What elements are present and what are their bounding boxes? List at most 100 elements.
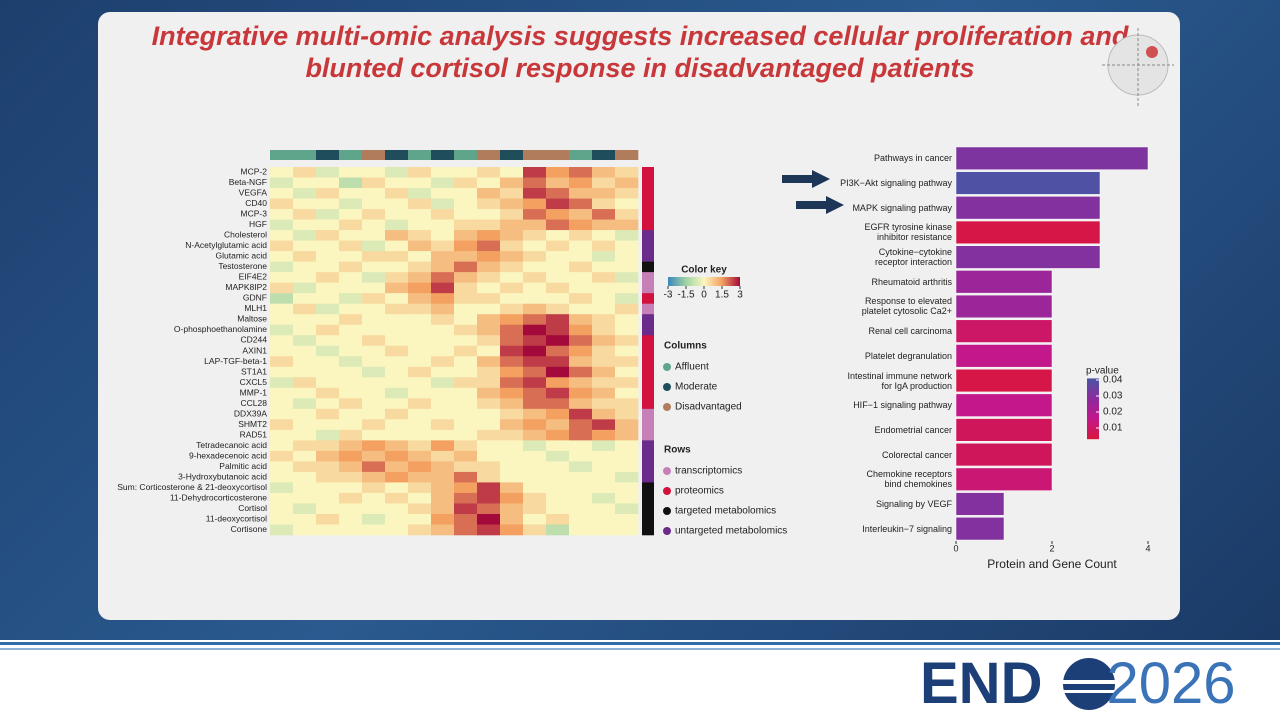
heatmap-cell: [293, 471, 317, 483]
heatmap-cell: [339, 492, 363, 504]
heatmap-cell: [316, 261, 340, 273]
bar-label: Interleukin−7 signaling: [862, 523, 952, 534]
legend-marker: [663, 487, 671, 495]
heatmap-cell: [408, 366, 432, 378]
heatmap-cell: [546, 303, 570, 315]
heatmap-cell: [523, 209, 547, 220]
heatmap-cell: [431, 230, 455, 241]
heatmap-cell: [477, 219, 501, 231]
heatmap-cell: [454, 450, 478, 462]
row-label: Cortisone: [231, 524, 268, 534]
heatmap-cell: [385, 240, 409, 252]
heatmap-cell: [270, 398, 294, 410]
heatmap-cell: [477, 524, 501, 536]
heatmap-cell: [615, 377, 639, 389]
heatmap-cell: [592, 419, 616, 431]
heatmap-cell: [270, 440, 294, 452]
heatmap-cell: [546, 398, 570, 410]
heatmap-cell: [477, 272, 501, 283]
heatmap-cell: [500, 366, 524, 378]
heatmap-cell: [270, 324, 294, 336]
heatmap-cell: [316, 513, 340, 525]
heatmap-cell: [293, 188, 317, 199]
heatmap-cell: [270, 282, 294, 294]
heatmap-cell: [592, 482, 616, 494]
heatmap-cell: [523, 261, 547, 273]
heatmap-cell: [339, 230, 363, 241]
heatmap-cell: [523, 177, 547, 189]
row-annotation: [642, 345, 654, 357]
heatmap-cell: [615, 398, 639, 410]
row-annotation: [642, 303, 654, 315]
heatmap-cell: [454, 251, 478, 262]
heatmap-cell: [316, 167, 340, 178]
row-annotation: [642, 450, 654, 462]
heatmap-cell: [569, 209, 593, 220]
heatmap-cell: [316, 356, 340, 368]
heatmap-cell: [385, 492, 409, 504]
heatmap-cell: [431, 177, 455, 189]
heatmap-cell: [431, 450, 455, 462]
heatmap-cell: [408, 513, 432, 525]
heatmap-cell: [385, 377, 409, 389]
heatmap-cell: [615, 324, 639, 336]
heatmap-cell: [500, 261, 524, 273]
heatmap-cell: [569, 335, 593, 347]
heatmap-cell: [293, 219, 317, 231]
heatmap-cell: [523, 440, 547, 452]
heatmap-cell: [615, 387, 639, 399]
row-label: AXIN1: [242, 345, 267, 355]
heatmap-cell: [523, 356, 547, 368]
row-label: HGF: [249, 219, 267, 229]
heatmap-cell: [546, 461, 570, 473]
heatmap-cell: [408, 450, 432, 462]
heatmap-cell: [270, 387, 294, 399]
heatmap-cell: [293, 177, 317, 189]
heatmap-cell: [339, 272, 363, 283]
heatmap-cell: [569, 440, 593, 452]
row-annotation: [642, 230, 654, 241]
heatmap-cell: [523, 387, 547, 399]
heatmap-cell: [270, 198, 294, 210]
heatmap-cell: [500, 198, 524, 210]
heatmap-cell: [500, 282, 524, 294]
heatmap-cell: [523, 314, 547, 326]
tick-label: 1.5: [715, 290, 729, 301]
bar-label: Endometrial cancer: [874, 424, 952, 435]
heatmap-cell: [431, 377, 455, 389]
heatmap-cell: [431, 398, 455, 410]
bar-label: Renal cell carcinoma: [868, 326, 952, 337]
heatmap-cell: [362, 471, 386, 483]
row-label: 11-deoxycortisol: [206, 513, 267, 523]
heatmap-cell: [270, 366, 294, 378]
heatmap-cell: [523, 198, 547, 210]
x-tick-label: 2: [1049, 543, 1054, 553]
heatmap-cell: [339, 282, 363, 294]
heatmap-cell: [362, 335, 386, 347]
tick-label: -3: [664, 290, 673, 301]
heatmap-cell: [362, 482, 386, 494]
legend-label: targeted metabolomics: [675, 506, 776, 517]
heatmap-cell: [431, 251, 455, 262]
row-annotation: [642, 524, 654, 536]
heatmap-cell: [362, 219, 386, 231]
heatmap-cell: [546, 492, 570, 504]
heatmap-cell: [408, 198, 432, 210]
heatmap-cell: [293, 503, 317, 515]
heatmap-cell: [408, 230, 432, 241]
column-annotation: [546, 150, 570, 160]
title-line: Integrative multi-omic analysis suggests…: [151, 21, 1129, 51]
heatmap-cell: [454, 219, 478, 231]
heatmap-cell: [316, 240, 340, 252]
heatmap-cell: [615, 209, 639, 220]
row-annotation: [642, 335, 654, 347]
heatmap-cell: [316, 482, 340, 494]
heatmap-cell: [431, 345, 455, 357]
heatmap-cell: [270, 482, 294, 494]
heatmap-cell: [500, 272, 524, 283]
heatmap-cell: [270, 177, 294, 189]
heatmap-cell: [431, 293, 455, 304]
bar: [955, 220, 1101, 245]
column-annotation: [431, 150, 455, 160]
row-annotation: [642, 324, 654, 336]
